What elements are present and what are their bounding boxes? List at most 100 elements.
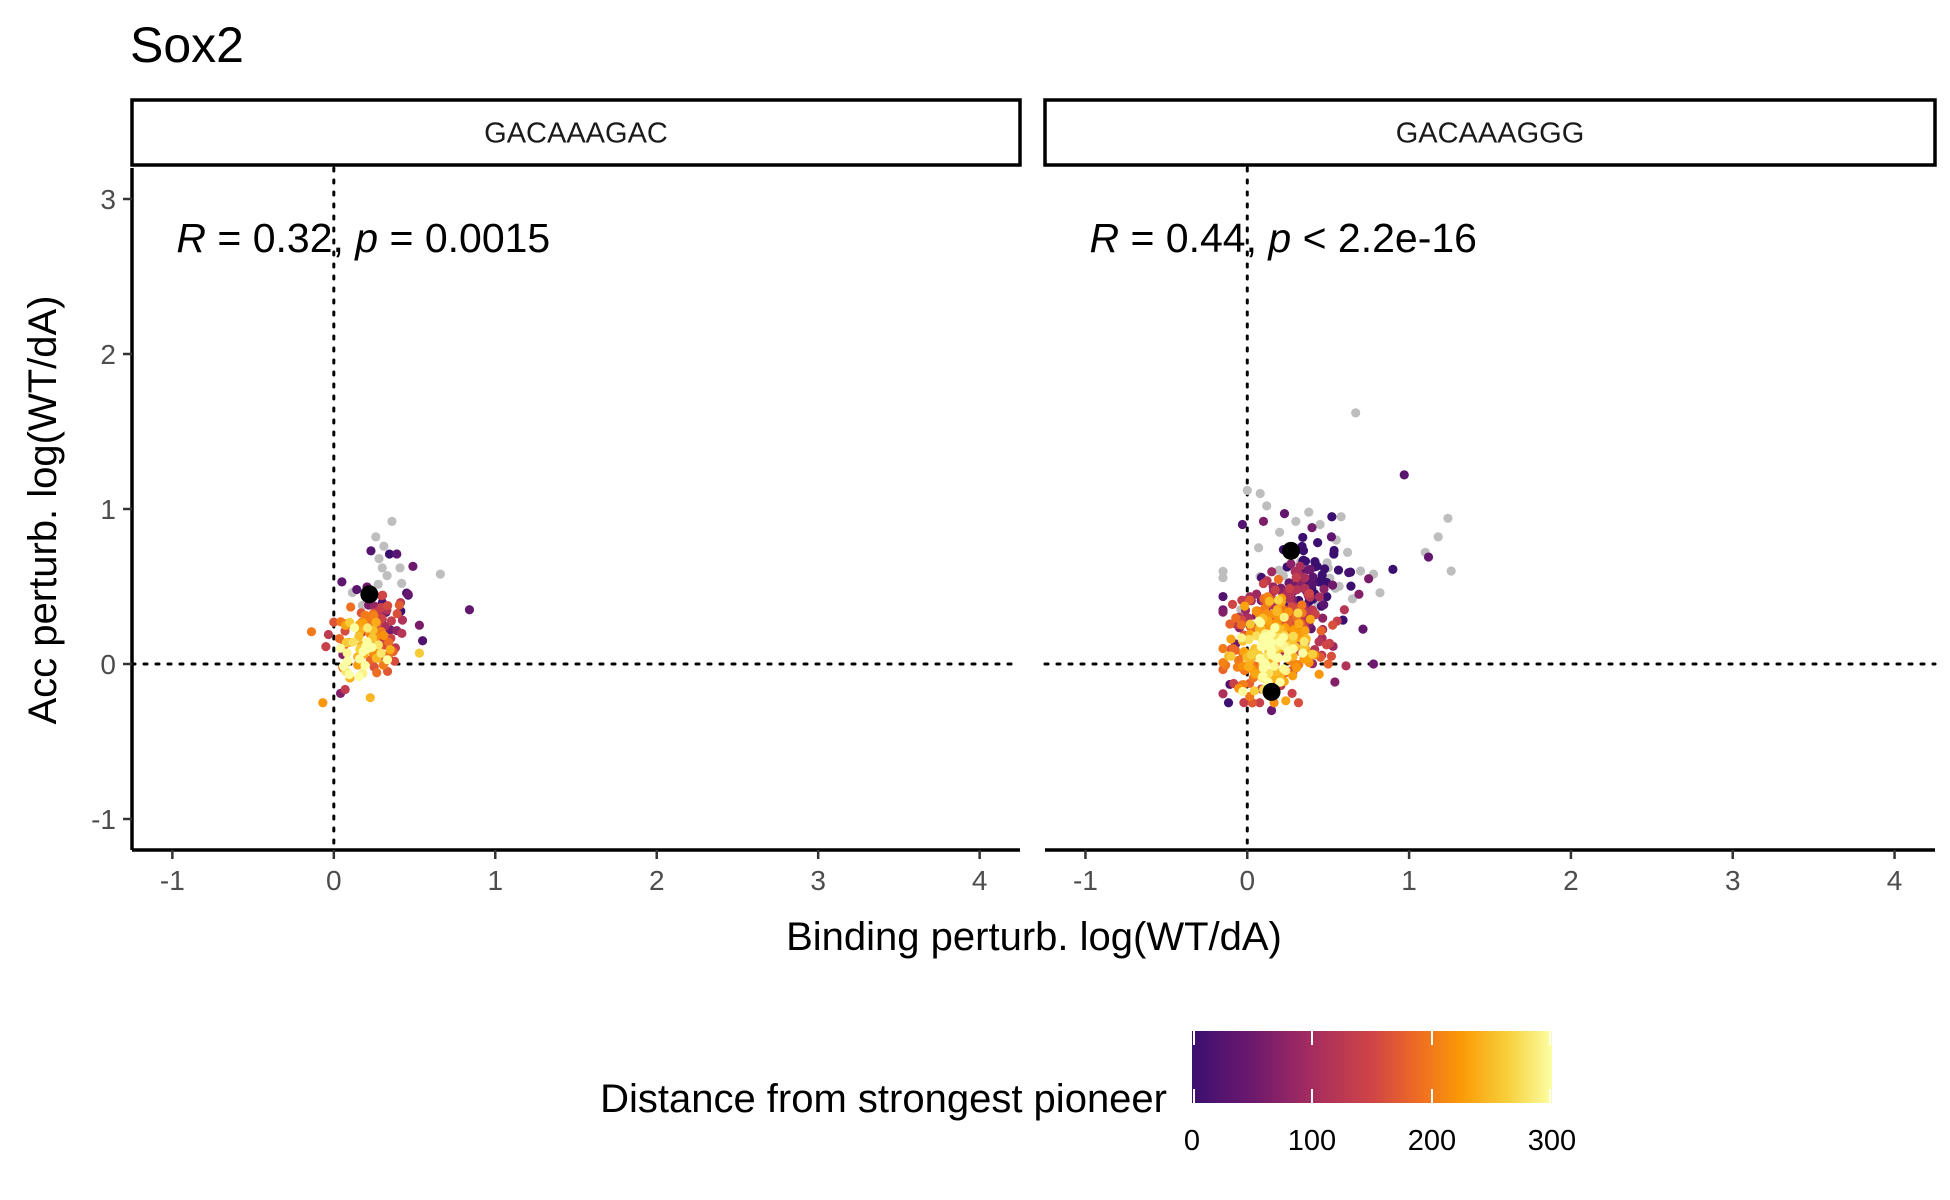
stat-r-value: = 0.32, <box>206 215 355 261</box>
facet-strip <box>1043 98 1937 167</box>
scatter-point <box>414 648 424 658</box>
scatter-point <box>1226 634 1236 644</box>
scatter-point <box>379 631 389 641</box>
scatter-point <box>1315 519 1325 530</box>
scatter-point <box>1326 532 1337 542</box>
scatter-point <box>382 571 392 581</box>
highlight-point <box>1262 682 1281 701</box>
scatter-point <box>1326 651 1337 661</box>
scatter-point <box>334 633 345 644</box>
scatter-point <box>377 563 387 573</box>
scatter-point <box>1343 547 1353 558</box>
scatter-point <box>1355 566 1366 576</box>
scatter-point <box>1314 592 1324 602</box>
legend-colorbar <box>1192 1031 1552 1103</box>
scatter-point <box>397 628 407 638</box>
y-tick-label: 1 <box>100 494 116 525</box>
scatter-point <box>1254 543 1264 553</box>
highlight-point <box>360 585 379 604</box>
scatter-point <box>414 620 424 630</box>
y-tick-label: 2 <box>100 339 116 370</box>
scatter-point <box>1320 564 1330 574</box>
scatter-point <box>397 615 408 625</box>
scatter-point <box>1267 567 1277 577</box>
scatter-point <box>1245 595 1255 605</box>
scatter-point <box>373 579 383 589</box>
scatter-point <box>1286 559 1296 569</box>
x-tick-label: 0 <box>1239 865 1255 896</box>
scatter-point <box>1303 565 1314 575</box>
scatter-point <box>389 656 400 666</box>
scatter-point <box>385 644 395 655</box>
scatter-point <box>1321 640 1332 650</box>
scatter-point <box>1279 612 1289 622</box>
y-axis-title: Acc perturb. log(WT/dA) <box>21 295 65 724</box>
scatter-point <box>1244 634 1254 645</box>
stat-p-value: = 0.0015 <box>378 215 550 261</box>
highlight-point <box>1281 541 1300 560</box>
x-tick-label: 1 <box>1401 865 1417 896</box>
scatter-point <box>378 590 388 600</box>
scatter-point <box>1275 677 1285 687</box>
scatter-point <box>1288 671 1298 681</box>
scatter-point <box>1314 637 1324 647</box>
scatter-point <box>306 627 317 637</box>
scatter-point <box>1266 648 1276 658</box>
scatter-point <box>1308 572 1318 582</box>
scatter-point <box>1258 578 1269 589</box>
scatter-point <box>1251 606 1261 616</box>
scatter-point <box>1218 566 1228 576</box>
scatter-point <box>464 605 475 615</box>
scatter-point <box>1293 608 1303 618</box>
y-tick-label: 3 <box>100 184 116 215</box>
scatter-point <box>392 549 402 559</box>
scatter-point <box>1354 589 1364 599</box>
scatter-point <box>384 637 394 647</box>
scatter-point <box>354 631 364 642</box>
scatter-point <box>1300 573 1310 583</box>
scatter-point <box>1308 649 1318 659</box>
scatter-point <box>337 577 347 587</box>
scatter-point <box>376 648 386 658</box>
scatter-point <box>1236 620 1246 630</box>
scatter-point <box>1256 641 1266 652</box>
scatter-point <box>1307 523 1317 533</box>
scatter-point <box>1327 512 1337 522</box>
x-tick-label: -1 <box>1073 865 1098 896</box>
scatter-point <box>1364 574 1374 584</box>
plot-title: Sox2 <box>130 17 244 73</box>
scatter-point <box>1246 650 1257 660</box>
scatter-point <box>1227 599 1238 609</box>
scatter-point <box>1323 659 1333 669</box>
scatter-point <box>1433 532 1443 542</box>
stat-r-symbol: R <box>1089 215 1119 261</box>
panels-layer: GACAAAGAC -1 0 1 2 3 4 -1 0 1 2 3 R = 0.32, p = 0.00… <box>91 98 1937 896</box>
facet-panel-1: GACAAAGAC -1 0 1 2 3 4 -1 0 1 2 3 R = 0.32, p = 0.00… <box>91 98 1022 896</box>
color-legend: Distance from strongest pioneer 0 100 200 3… <box>600 1031 1576 1157</box>
scatter-point <box>395 563 405 573</box>
scatter-point <box>1330 677 1340 687</box>
scatter-point <box>372 668 382 678</box>
x-tick-label: 4 <box>1887 865 1903 896</box>
facet-strip <box>130 98 1022 167</box>
scatter-point <box>321 641 331 652</box>
legend-tick-label: 200 <box>1408 1125 1456 1157</box>
x-tick-label: 4 <box>972 865 988 896</box>
scatter-point <box>1316 626 1326 636</box>
scatter-point <box>1293 698 1304 708</box>
scatter-point <box>1258 516 1269 527</box>
scatter-point <box>1231 613 1241 623</box>
scatter-point <box>1314 669 1324 679</box>
scatter-point <box>1318 613 1328 623</box>
scatter-point <box>1275 637 1285 647</box>
correlation-annotation: R = 0.32, p = 0.0015 <box>176 215 550 261</box>
scatter-point <box>1240 601 1250 611</box>
scatter-point <box>1319 600 1329 610</box>
scatter-point <box>344 670 354 680</box>
scatter-point <box>366 546 376 556</box>
scatter-point <box>1291 573 1301 583</box>
scatter-point <box>329 617 339 627</box>
scatter-point <box>341 637 351 648</box>
scatter-point <box>1218 607 1228 617</box>
legend-title: Distance from strongest pioneer <box>600 1077 1167 1121</box>
